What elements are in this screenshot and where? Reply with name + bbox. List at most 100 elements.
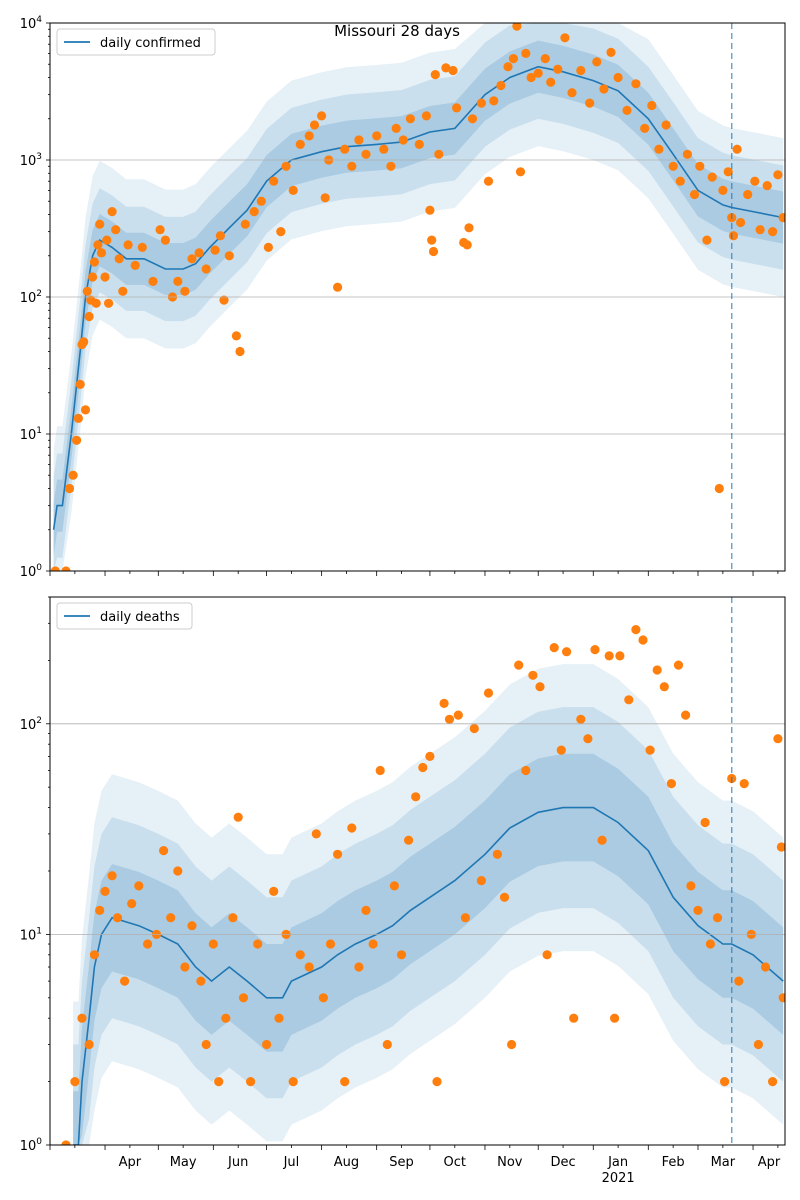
x-tick-label: Mar <box>711 1155 736 1170</box>
data-point <box>739 779 749 789</box>
data-point <box>64 483 75 494</box>
data-point <box>143 939 153 949</box>
data-point <box>100 272 110 282</box>
data-point <box>333 282 343 292</box>
data-point <box>375 765 385 776</box>
data-point <box>361 905 371 916</box>
data-point <box>194 248 204 258</box>
data-point <box>201 264 211 274</box>
data-point <box>114 254 124 264</box>
data-point <box>476 876 486 886</box>
data-point <box>673 660 684 670</box>
data-point <box>503 62 513 72</box>
data-point <box>304 962 314 972</box>
data-point <box>743 189 753 200</box>
data-point <box>496 80 506 91</box>
data-point <box>560 33 570 43</box>
data-point <box>773 170 783 180</box>
data-point <box>428 246 439 257</box>
data-point <box>750 176 760 186</box>
data-point <box>325 939 336 949</box>
data-point <box>640 123 650 133</box>
data-point <box>295 950 305 960</box>
data-point <box>610 1013 620 1023</box>
data-point <box>173 276 183 286</box>
data-point <box>219 295 229 305</box>
data-point <box>526 72 536 83</box>
data-point <box>624 695 634 705</box>
data-point <box>404 835 414 845</box>
legend: daily confirmed <box>56 28 216 56</box>
x-axis: Apr May Jun Jul Aug Sep Oct Nov Dec Jan Feb Mar Apr 2… <box>119 1155 781 1186</box>
data-point <box>155 225 165 235</box>
data-point <box>441 63 451 73</box>
x-tick-label: Aug <box>334 1155 359 1170</box>
data-point <box>567 88 577 98</box>
data-point <box>732 144 742 154</box>
data-point <box>720 1077 730 1087</box>
data-point <box>411 792 421 802</box>
data-point <box>354 962 364 972</box>
median-line <box>52 65 784 530</box>
data-point <box>318 993 328 1003</box>
y-tick-label: 101 <box>20 926 42 943</box>
data-point <box>613 72 623 83</box>
data-point <box>425 205 435 215</box>
y-tick-label: 102 <box>20 289 42 306</box>
data-point <box>540 54 550 64</box>
data-point <box>661 120 671 130</box>
data-point <box>372 131 382 141</box>
legend-frame <box>56 602 193 630</box>
data-point <box>311 829 321 839</box>
data-point <box>256 196 266 206</box>
data-point <box>107 871 117 881</box>
data-point <box>464 223 474 233</box>
legend: daily deaths <box>56 602 193 630</box>
data-point <box>208 939 218 949</box>
data-point <box>396 950 407 960</box>
data-point <box>476 98 486 108</box>
data-point <box>320 193 330 203</box>
data-point <box>666 779 677 789</box>
data-point <box>84 1039 94 1050</box>
data-point <box>240 219 250 229</box>
data-point <box>262 1039 272 1050</box>
data-point <box>681 710 691 720</box>
data-point <box>95 905 105 916</box>
data-point <box>102 235 112 245</box>
data-point <box>622 105 632 115</box>
data-point <box>382 1039 392 1050</box>
data-point <box>533 68 543 78</box>
data-point <box>597 835 607 845</box>
y-tick-label: 104 <box>20 15 43 32</box>
data-point <box>224 251 234 261</box>
x-tick-label: Oct <box>444 1155 466 1170</box>
data-point <box>118 286 128 296</box>
data-point <box>295 139 305 149</box>
data-point <box>123 240 133 250</box>
x-tick-label: Jan <box>607 1155 628 1170</box>
data-point <box>521 765 531 776</box>
data-point <box>700 817 710 828</box>
data-point <box>180 962 190 972</box>
data-point <box>79 337 89 347</box>
data-point <box>187 254 197 264</box>
data-point <box>515 167 526 177</box>
data-point <box>405 114 415 124</box>
data-point <box>546 77 556 87</box>
data-point <box>274 1013 284 1023</box>
data-point <box>68 470 78 480</box>
data-point <box>760 962 771 972</box>
data-point <box>347 823 357 833</box>
data-point <box>317 111 327 121</box>
data-point <box>728 231 739 241</box>
data-point <box>309 120 320 130</box>
data-point <box>489 96 499 106</box>
data-point <box>246 1077 256 1087</box>
x-tick-label: Jun <box>227 1155 248 1170</box>
data-point <box>521 48 531 59</box>
data-point <box>386 161 396 171</box>
data-point <box>361 149 371 159</box>
data-point <box>107 207 117 217</box>
data-point <box>427 235 437 245</box>
